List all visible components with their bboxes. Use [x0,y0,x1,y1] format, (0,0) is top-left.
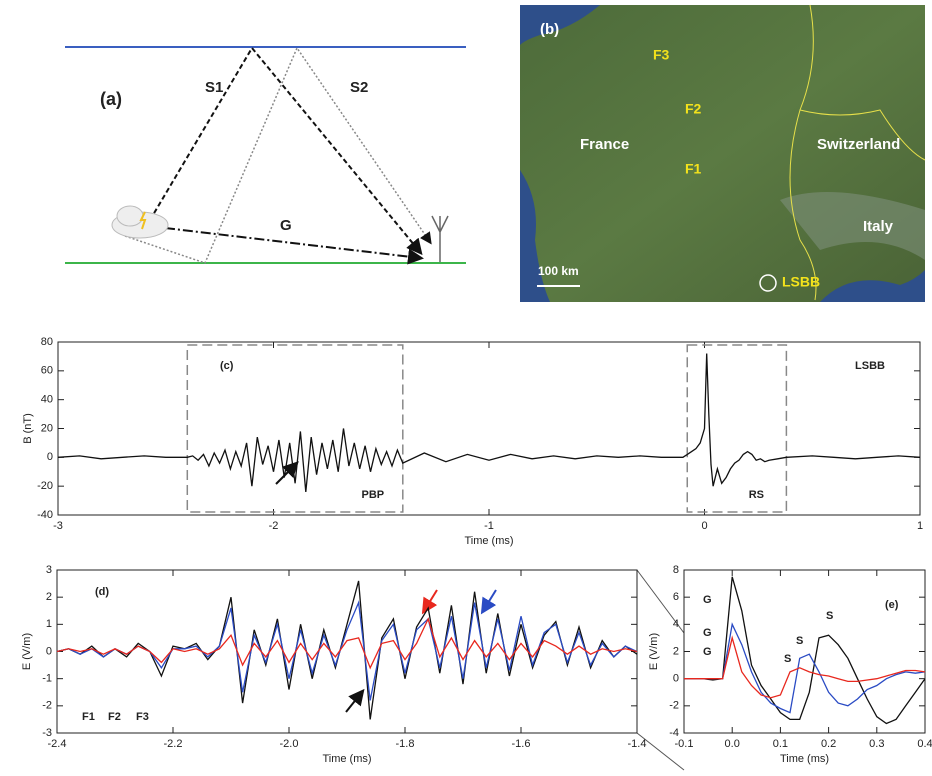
legend-entry: F2 [108,711,121,723]
x-tick-label: 0.2 [821,738,836,750]
diagram-a: (a) S1 S2 G [65,47,466,263]
y-axis-label: E (V/m) [21,633,33,670]
y-tick-label: 60 [41,365,53,377]
region-label: PBP [361,489,384,501]
y-tick-label: 20 [41,422,53,434]
y-tick-label: -4 [669,727,679,739]
page: (a) S1 S2 G (b) F3 F2 F1 France Switzerl… [0,0,932,776]
y-tick-label: 0 [46,645,52,657]
x-tick-label: -1.8 [396,738,415,750]
y-tick-label: 1 [46,618,52,630]
path-label: G [280,217,292,234]
legend-entry: F3 [136,711,149,723]
wave-label: G [703,594,712,606]
wave-label: S [826,610,833,622]
x-tick-label: -2.4 [48,738,67,750]
y-tick-label: 0 [47,451,53,463]
x-tick-label: -2 [269,520,279,532]
y-tick-label: 6 [673,591,679,603]
x-tick-label: -0.1 [675,738,694,750]
wave-label: G [703,627,712,639]
x-tick-label: 0.1 [773,738,788,750]
x-tick-label: 0.3 [869,738,884,750]
x-axis-label: Time (ms) [464,535,513,547]
x-tick-label: 1 [917,520,923,532]
series-line [684,638,925,698]
country: France [580,136,629,153]
y-tick-label: 80 [41,336,53,348]
map-b: (b) F3 F2 F1 France Switzerland Italy 10… [520,5,925,302]
y-tick-label: 2 [673,645,679,657]
ground-wave [165,228,420,258]
panel-label: (c) [220,360,234,372]
x-tick-label: 0.0 [725,738,740,750]
map-background [520,5,925,302]
cloud [112,206,168,238]
x-tick-label: 0 [701,520,707,532]
x-tick-label: -1.4 [628,738,647,750]
y-tick-label: 3 [46,564,52,576]
y-tick-label: -20 [37,480,53,492]
station: F2 [685,101,702,117]
figure: (a) S1 S2 G (b) F3 F2 F1 France Switzerl… [0,0,932,776]
y-tick-label: -2 [42,700,52,712]
station-label: LSBB [855,360,885,372]
station: F1 [685,161,702,177]
panel-label: (a) [100,89,122,109]
path-label: S1 [205,79,223,96]
y-axis-label: B (nT) [22,413,34,444]
antenna [432,216,448,262]
region-label: RS [749,489,764,501]
plot-frame [684,570,925,733]
series-line [684,624,925,712]
region-box [687,345,786,512]
arrow [346,692,362,712]
y-tick-label: -1 [42,673,52,685]
country: Switzerland [817,136,900,153]
y-tick-label: 0 [673,673,679,685]
y-tick-label: 40 [41,394,53,406]
panel-label: (d) [95,586,109,598]
wave-label: S [796,635,803,647]
series-line [57,603,637,701]
x-axis-label: Time (ms) [780,753,829,765]
arrow [424,590,437,611]
station: F3 [653,47,670,63]
path-label: S2 [350,79,368,96]
wave-label: G [703,646,712,658]
x-axis-label: Time (ms) [322,753,371,765]
y-tick-label: -3 [42,727,52,739]
arrow [483,590,496,611]
x-tick-label: -1 [484,520,494,532]
legend-entry: F1 [82,711,95,723]
plot-frame [57,570,637,733]
x-tick-label: -2.2 [164,738,183,750]
x-tick-label: -2.0 [280,738,299,750]
series-line [57,581,637,720]
y-tick-label: 4 [673,618,679,630]
country: Italy [863,218,894,235]
x-tick-label: -1.6 [512,738,531,750]
panel-label: (b) [540,21,559,38]
wave-label: S [784,653,791,665]
site: LSBB [782,274,820,290]
x-tick-label: -3 [53,520,63,532]
y-tick-label: -2 [669,700,679,712]
scale-label: 100 km [538,264,579,278]
y-tick-label: 8 [673,564,679,576]
y-tick-label: -40 [37,509,53,521]
panel-label: (e) [885,599,899,611]
x-tick-label: 0.4 [917,738,932,750]
y-axis-label: E (V/m) [648,633,660,670]
y-tick-label: 2 [46,591,52,603]
